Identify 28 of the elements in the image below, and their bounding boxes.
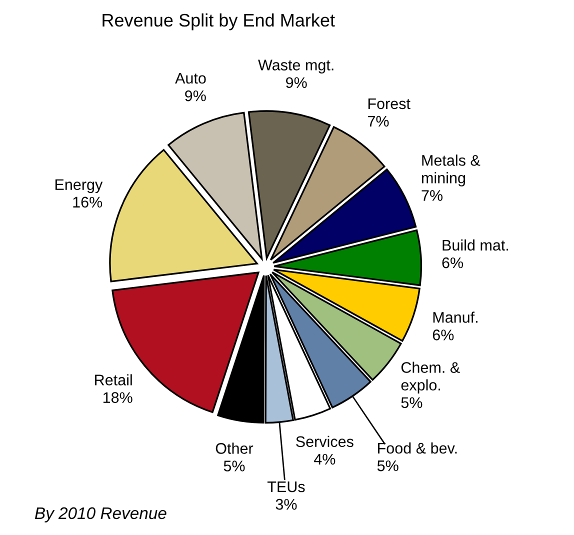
slice-label: Food & bev.	[378, 442, 457, 454]
slice-label: Build mat.	[442, 239, 508, 251]
slice-label: Other	[216, 442, 254, 454]
data-label: 6%	[432, 330, 454, 340]
data-label: 9%	[286, 77, 307, 88]
data-label: 7%	[368, 116, 389, 127]
data-label: 9%	[185, 90, 206, 102]
data-label: 5%	[401, 397, 422, 408]
data-label: 4%	[314, 454, 336, 465]
text: By 2010 Revenue	[34, 507, 166, 522]
slice-label: Retail	[95, 374, 132, 386]
data-label: 18%	[103, 392, 132, 403]
data-label: 3%	[276, 498, 297, 510]
slice-label: Forest	[368, 98, 410, 110]
chart-title: Revenue Split by End Market	[102, 13, 335, 30]
data-label: 6%	[442, 257, 464, 268]
slice-label: Chem. & explo.	[401, 362, 460, 394]
data-label: 5%	[377, 460, 398, 472]
slice-label: Energy	[55, 179, 103, 194]
slice-label: Metals & mining	[422, 154, 480, 186]
data-label: 16%	[73, 196, 102, 208]
slice-label: Manuf.	[433, 312, 478, 323]
slice-label: Services	[296, 436, 354, 448]
slice-label: TEUs	[267, 482, 305, 492]
slice-label: Auto	[175, 72, 206, 84]
data-label: 5%	[224, 460, 245, 472]
slice-label: Waste mgt.	[258, 60, 334, 74]
data-label: 7%	[422, 190, 443, 201]
